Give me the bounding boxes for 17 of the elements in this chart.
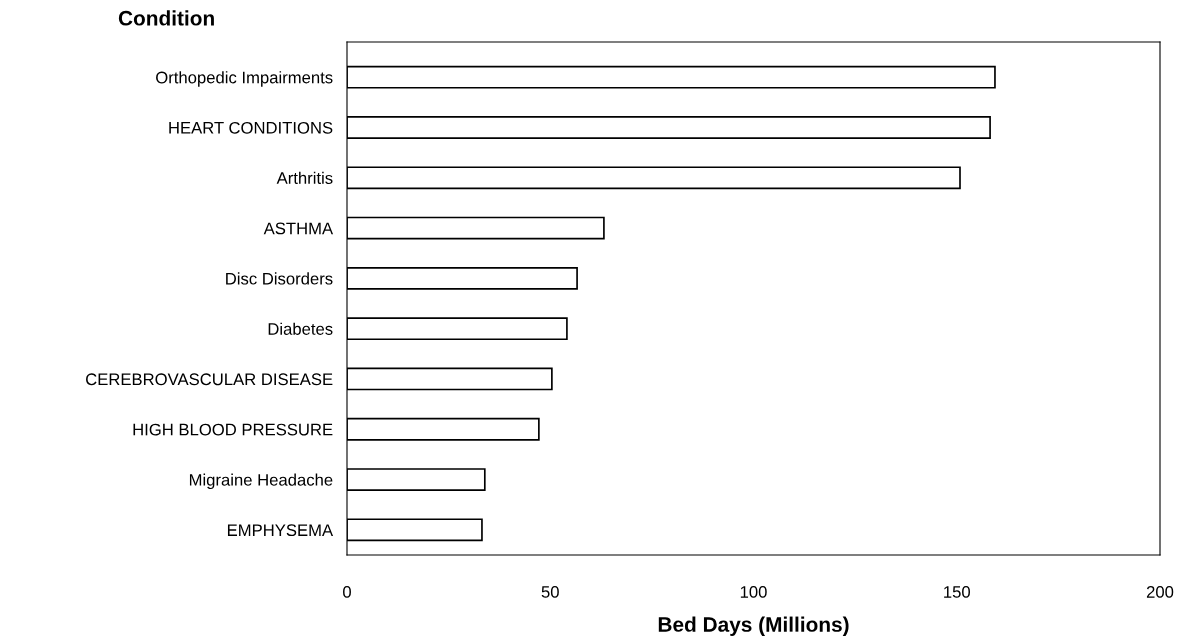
y-tick-label: Disc Disorders <box>226 272 333 285</box>
x-tick-label: 200 <box>1146 586 1174 598</box>
x-tick-label: 0 <box>343 586 351 598</box>
x-tick-label: 50 <box>541 586 559 598</box>
y-tick-label: Migraine Headache <box>189 473 333 490</box>
y-axis-title: Condition <box>118 10 214 26</box>
y-tick-label: HIGH BLOOD PRESSURE <box>133 423 333 436</box>
y-tick-label: Orthopedic Impairments <box>156 71 333 87</box>
y-tick-label: ASTHMA <box>263 222 334 235</box>
y-tick-label: Arthritis <box>276 171 333 184</box>
x-tick-label: 100 <box>740 586 767 598</box>
x-axis-title: Bed Days (Millions) <box>658 616 849 636</box>
x-tick-label: 150 <box>944 586 970 598</box>
y-tick-label: CEREBROVASCULAR DISEASE <box>86 373 333 386</box>
y-tick-label: HEART CONDITIONS <box>169 121 333 134</box>
y-tick-label: Diabetes <box>268 322 333 335</box>
y-tick-label: EMPHYSEMA <box>227 524 334 537</box>
